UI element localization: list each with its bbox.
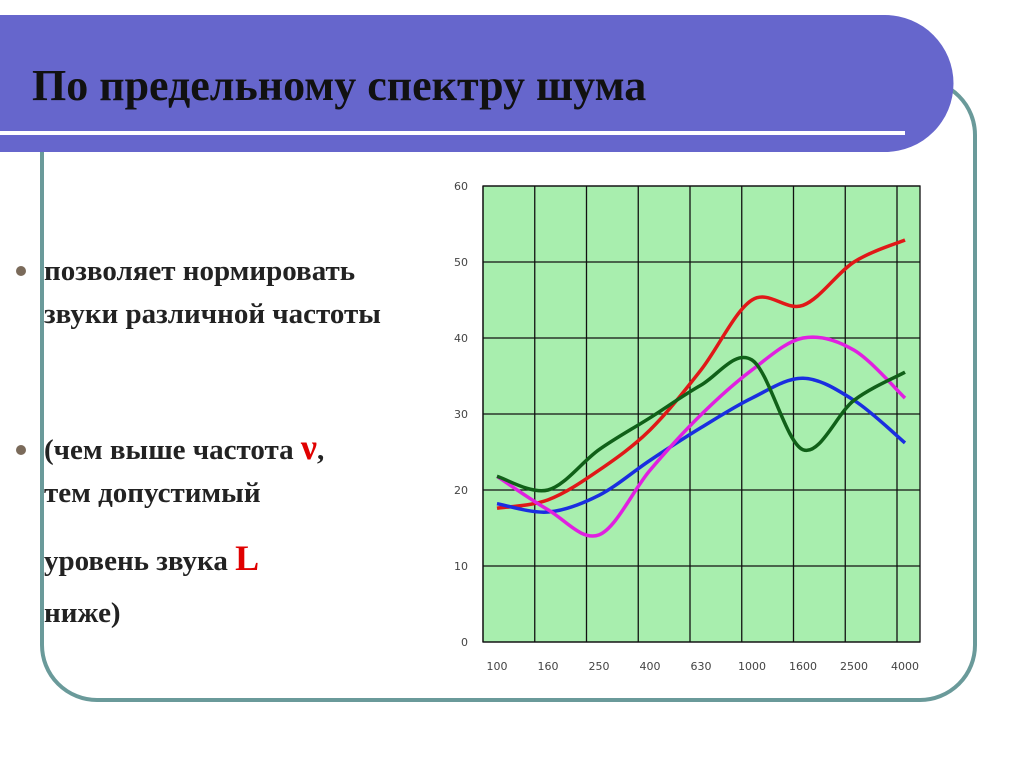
text: позволяет нормировать звуки различной час… [44,255,381,330]
text: (чем выше частота [44,434,301,466]
y-tick-label: 50 [454,256,468,269]
title: По предельному спектру шума [32,61,646,110]
x-tick-label: 100 [487,660,508,673]
x-tick-label: 1000 [738,660,766,673]
x-tick-label: 250 [589,660,610,673]
bullet-text: позволяет нормировать звуки различной час… [44,255,381,330]
x-tick-label: 400 [640,660,661,673]
symbol: L [235,538,259,578]
bullet-dot [16,445,26,455]
y-tick-label: 30 [454,408,468,421]
chart: 0 10 20 30 40 50 60 100 160 250 400 630 1000 1600 2500… [454,180,921,673]
x-tick-label: 4000 [891,660,919,673]
y-tick-label: 0 [461,636,468,649]
y-tick-label: 40 [454,332,468,345]
y-tick-label: 10 [454,560,468,573]
plot-border [482,185,921,643]
series-line [496,238,906,510]
y-tick-label: 60 [454,180,468,193]
title-rule [0,131,905,135]
symbol: ν [300,427,317,467]
title-bar [0,15,954,152]
bullet-dot [16,266,26,276]
x-tick-label: 1600 [789,660,817,673]
x-tick-label: 630 [691,660,712,673]
bullet-text: (чем выше частота ν, тем допустимый уровен… [44,427,324,629]
text: , тем допустимый уровень звука [44,434,324,577]
text: ниже) [44,597,121,629]
series-line [496,335,907,538]
x-tick-label: 160 [538,660,559,673]
series-line [496,355,906,493]
x-tick-label: 2500 [840,660,868,673]
series-line [496,376,907,514]
y-tick-label: 20 [454,484,468,497]
